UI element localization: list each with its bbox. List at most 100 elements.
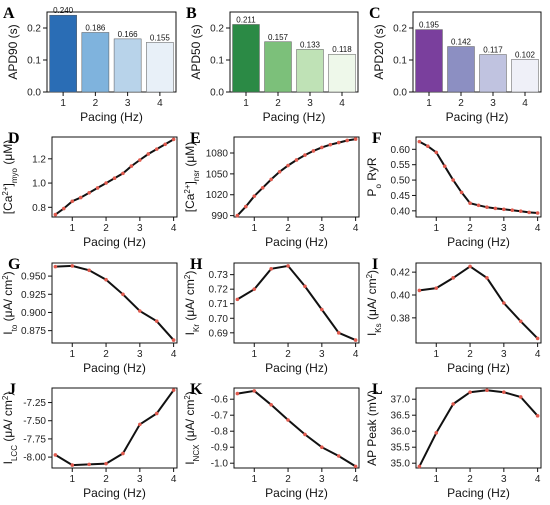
x-tick-label: 1	[433, 223, 439, 234]
y-tick-label: 0.40	[391, 206, 411, 217]
panel-letter: C	[369, 5, 381, 22]
series-line	[55, 264, 175, 341]
x-axis-label: Pacing (Hz)	[265, 235, 328, 249]
panel-letter: E	[190, 130, 201, 147]
x-tick-label: 4	[535, 349, 541, 360]
data-point	[417, 288, 422, 293]
y-tick-label: 0.0	[393, 88, 407, 99]
y-tick-label: 1.0	[32, 179, 46, 190]
data-point	[303, 153, 307, 157]
x-axis-label: Pacing (Hz)	[447, 486, 510, 500]
y-tick-label: 0.1	[27, 56, 41, 67]
data-point	[252, 194, 257, 198]
data-point	[311, 149, 316, 153]
data-point	[154, 319, 159, 323]
y-tick-label: 0.875	[21, 326, 46, 337]
data-point	[163, 142, 167, 147]
y-tick-label: 1020	[206, 190, 229, 201]
data-point	[485, 276, 489, 280]
data-point	[442, 164, 447, 169]
y-tick-label: 0.925	[21, 290, 46, 301]
data-point	[468, 390, 472, 394]
series-line	[419, 265, 539, 340]
x-tick-label: 1	[243, 98, 249, 109]
bar-value-label: 0.117	[483, 46, 503, 55]
data-point	[235, 391, 240, 396]
y-tick-label: 0.0	[27, 88, 41, 99]
data-point	[303, 432, 307, 437]
x-tick-label: 1	[251, 223, 257, 234]
data-point	[426, 144, 430, 149]
x-tick-label: 2	[275, 98, 281, 109]
data-point	[345, 138, 349, 143]
y-tick-label: 1050	[206, 169, 229, 180]
data-point	[286, 163, 290, 168]
bar	[146, 42, 174, 93]
data-point	[451, 402, 455, 406]
data-point	[353, 338, 358, 342]
x-tick-label: 4	[353, 223, 359, 234]
y-axis-label: IKs (μA/ cm2)	[365, 270, 383, 336]
plot-frame	[233, 262, 360, 344]
data-point	[112, 176, 117, 181]
x-axis-label: Pacing (Hz)	[446, 110, 509, 124]
x-tick-label: 3	[307, 98, 313, 109]
x-tick-label: 2	[285, 223, 291, 234]
panel-letter: G	[8, 256, 21, 273]
panel-k: K 1 2 3 4 -1.0 -0.9 -0.8 -0.7 -0.6 Pacing (Hz) INCX…	[183, 381, 360, 500]
data-point	[468, 201, 472, 205]
x-tick-label: 3	[490, 98, 496, 109]
panel-h: H 1 2 3 4 0.69 0.70 0.71 0.72 0.73 Pacing (Hz) IKr …	[183, 256, 360, 375]
y-tick-label: 35.0	[391, 459, 411, 470]
y-tick-label: -7.50	[23, 416, 46, 427]
data-point	[121, 292, 125, 297]
y-axis-label: INCX (μA/ cm2)	[183, 391, 201, 465]
x-tick-label: 4	[535, 474, 541, 485]
data-point	[171, 338, 176, 342]
bar-value-label: 0.102	[515, 50, 536, 59]
y-tick-label: 0.950	[21, 272, 46, 283]
y-axis-label: [Ca2+]nsr (μM)	[183, 142, 201, 213]
x-axis-label: Pacing (Hz)	[80, 110, 143, 124]
x-tick-label: 1	[433, 474, 439, 485]
panel-l: L 1 2 3 4 35.0 35.5 36.0 36.5 37.0 Pacing (Hz) AP P…	[365, 381, 542, 500]
y-tick-label: -0.6	[211, 395, 229, 406]
data-point	[235, 297, 240, 302]
x-tick-label: 2	[103, 474, 109, 485]
x-tick-label: 1	[69, 223, 75, 234]
data-point	[468, 264, 472, 269]
y-axis-label: IKr (μA/ cm2)	[183, 271, 201, 336]
bar-value-label: 0.240	[53, 6, 74, 15]
data-point	[171, 388, 176, 392]
panel-letter: K	[190, 381, 203, 398]
x-tick-label: 4	[339, 98, 345, 109]
data-point	[62, 206, 66, 211]
data-point	[70, 199, 75, 204]
bar-value-label: 0.186	[85, 23, 106, 32]
x-tick-label: 4	[171, 223, 177, 234]
y-tick-label: 0.2	[393, 24, 407, 35]
y-tick-label: -8.00	[23, 453, 46, 464]
x-tick-label: 1	[433, 349, 439, 360]
data-point	[129, 164, 134, 168]
y-tick-label: 0.45	[391, 191, 411, 202]
bar-value-label: 0.211	[236, 15, 256, 24]
y-tick-label: -0.8	[211, 427, 229, 438]
x-tick-label: 4	[171, 474, 177, 485]
y-axis-label: APD50 (s)	[189, 24, 203, 79]
panel-letter: I	[372, 256, 378, 273]
x-tick-label: 2	[467, 474, 473, 485]
data-point	[252, 287, 257, 291]
series-line	[237, 389, 357, 468]
data-point	[518, 395, 523, 399]
data-point	[235, 213, 240, 218]
plot-frame	[233, 387, 360, 469]
x-tick-label: 2	[285, 474, 291, 485]
data-point	[53, 264, 58, 269]
bar	[81, 32, 110, 93]
y-tick-label: 0.1	[210, 56, 224, 67]
x-tick-label: 1	[69, 474, 75, 485]
data-point	[320, 145, 324, 150]
bar-value-label: 0.166	[118, 30, 139, 39]
data-point	[320, 307, 324, 312]
